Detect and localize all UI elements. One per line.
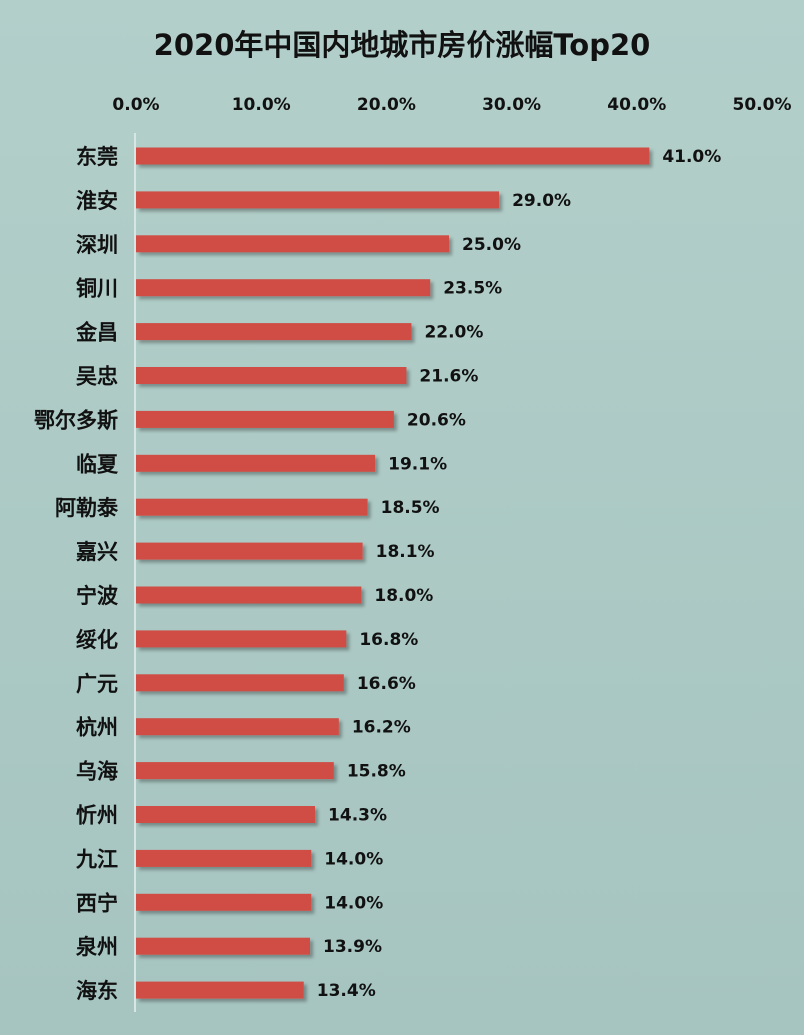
data-label: 18.1% — [376, 542, 435, 562]
bar — [136, 542, 363, 560]
category-label: 广元 — [76, 672, 118, 696]
category-label: 海东 — [76, 979, 118, 1003]
bar — [136, 630, 347, 648]
data-label: 23.5% — [443, 279, 502, 299]
bar — [136, 586, 362, 604]
category-label: 鄂尔多斯 — [34, 408, 118, 432]
category-label: 淮安 — [76, 189, 118, 213]
x-tick-label: 20.0% — [357, 95, 416, 115]
category-label: 九江 — [75, 847, 118, 871]
bar — [136, 454, 376, 472]
bar — [136, 937, 311, 955]
category-label: 泉州 — [76, 935, 118, 959]
bar — [136, 981, 304, 999]
data-label: 16.8% — [359, 630, 418, 650]
bar — [136, 191, 500, 209]
data-label: 20.6% — [407, 410, 466, 430]
data-label: 25.0% — [462, 235, 521, 255]
data-label: 13.4% — [317, 981, 376, 1001]
data-label: 14.3% — [328, 806, 387, 826]
x-tick-label: 10.0% — [232, 95, 291, 115]
x-tick-label: 0.0% — [112, 95, 159, 115]
x-tick-label: 40.0% — [607, 95, 666, 115]
data-label: 19.1% — [388, 454, 447, 474]
category-label: 金昌 — [75, 321, 118, 345]
category-label: 深圳 — [76, 233, 118, 257]
bar — [136, 498, 368, 516]
x-tick-label: 30.0% — [482, 95, 541, 115]
data-label: 29.0% — [512, 191, 571, 211]
data-label: 16.6% — [357, 674, 416, 694]
bar — [136, 762, 334, 780]
data-label: 41.0% — [662, 147, 721, 167]
data-label: 22.0% — [424, 323, 483, 343]
data-label: 18.0% — [374, 586, 433, 606]
category-label: 东莞 — [76, 145, 118, 169]
data-label: 21.6% — [419, 367, 478, 387]
category-label: 吴忠 — [76, 365, 118, 389]
chart-title: 2020年中国内地城市房价涨幅Top20 — [154, 28, 651, 62]
bar — [136, 718, 339, 736]
category-label: 临夏 — [76, 452, 119, 476]
category-label: 忻州 — [76, 804, 118, 828]
bar — [136, 893, 312, 911]
category-label: 杭州 — [76, 716, 118, 740]
data-label: 16.2% — [352, 718, 411, 738]
bar — [136, 806, 316, 823]
category-label: 阿勒泰 — [55, 496, 119, 520]
category-label: 西宁 — [76, 891, 118, 915]
category-label: 绥化 — [76, 628, 118, 652]
category-label: 宁波 — [76, 584, 119, 608]
category-label: 乌海 — [76, 760, 118, 784]
bars-group: 东莞 41.0% 淮安 29.0% 深圳 25.0% 铜川 23.5% 金昌 22.0% 吴忠 21.… — [34, 145, 721, 1003]
category-label: 铜川 — [76, 277, 118, 301]
data-label: 14.0% — [324, 849, 383, 869]
bar — [136, 235, 449, 253]
bar — [136, 674, 344, 692]
x-tick-label: 50.0% — [733, 95, 792, 115]
category-label: 嘉兴 — [76, 540, 118, 564]
bar — [136, 279, 431, 297]
data-label: 15.8% — [347, 762, 406, 782]
bar — [136, 323, 412, 341]
data-label: 13.9% — [323, 937, 382, 957]
bar — [136, 849, 312, 867]
x-tick-labels: 0.0% 10.0% 20.0% 30.0% 40.0% 50.0% — [112, 95, 791, 115]
data-label: 14.0% — [324, 893, 383, 913]
bar — [136, 410, 394, 428]
bar — [136, 367, 407, 384]
data-label: 18.5% — [381, 498, 440, 518]
bar — [136, 147, 650, 165]
